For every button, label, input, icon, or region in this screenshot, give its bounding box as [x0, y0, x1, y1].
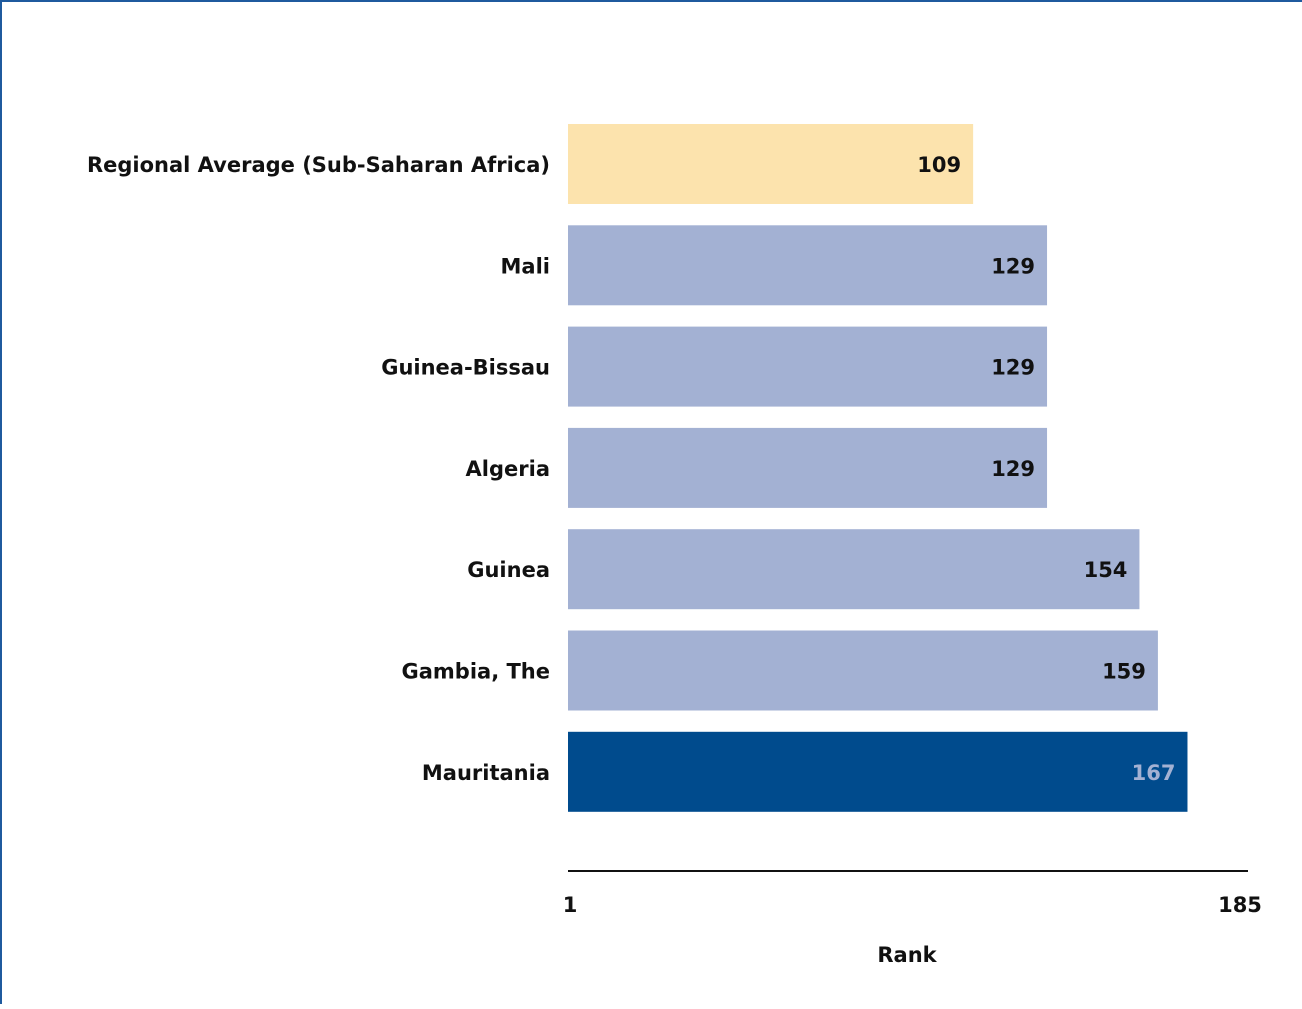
x-tick-label-max: 185 [1218, 893, 1262, 917]
category-label-5: Gambia, The [402, 660, 551, 684]
bar-4 [568, 529, 1140, 610]
value-label-5: 159 [1102, 660, 1146, 684]
x-axis-title: Rank [877, 943, 937, 967]
category-label-0: Regional Average (Sub-Saharan Africa) [87, 153, 550, 177]
category-label-6: Mauritania [422, 761, 550, 785]
bar-6 [568, 731, 1188, 812]
category-label-3: Algeria [466, 457, 550, 481]
value-label-0: 109 [917, 153, 961, 177]
category-label-2: Guinea-Bissau [381, 356, 550, 380]
bar-2 [568, 326, 1048, 407]
category-label-4: Guinea [467, 558, 550, 582]
value-label-1: 129 [991, 254, 1035, 278]
bar-5 [568, 630, 1158, 711]
value-label-6: 167 [1132, 761, 1176, 785]
category-label-1: Mali [501, 254, 550, 278]
value-label-3: 129 [991, 457, 1035, 481]
x-tick-label-min: 1 [563, 893, 578, 917]
bar-1 [568, 225, 1048, 306]
value-label-2: 129 [991, 356, 1035, 380]
bar-0 [568, 124, 974, 204]
bars-group: Regional Average (Sub-Saharan Africa) 109… [87, 124, 1188, 812]
bar-3 [568, 427, 1048, 508]
value-label-4: 154 [1084, 558, 1128, 582]
